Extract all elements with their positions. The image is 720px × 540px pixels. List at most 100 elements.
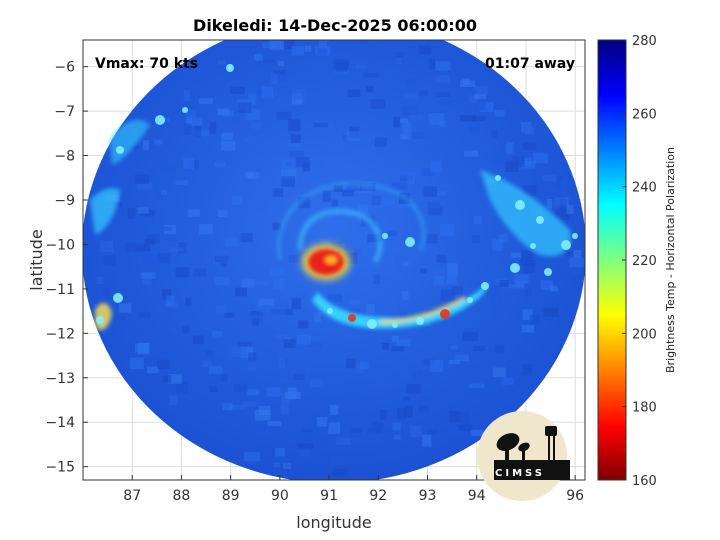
texture-patch xyxy=(254,281,269,286)
texture-patch xyxy=(380,294,397,304)
y-axis-label: latitude xyxy=(27,229,46,290)
colorbar-tick-label: 200 xyxy=(632,327,657,342)
x-axis-label: longitude xyxy=(296,513,371,532)
texture-patch xyxy=(391,346,405,352)
texture-patch xyxy=(175,267,190,278)
texture-patch xyxy=(168,395,178,406)
texture-patch xyxy=(404,406,413,418)
y-tick-label: −9 xyxy=(54,193,75,209)
texture-patch xyxy=(137,342,150,355)
texture-patch xyxy=(491,129,498,139)
texture-patch xyxy=(418,405,429,412)
texture-patch xyxy=(317,417,328,427)
texture-patch xyxy=(428,113,445,125)
texture-patch xyxy=(161,118,169,127)
texture-patch xyxy=(231,195,242,205)
texture-patch xyxy=(421,168,435,176)
texture-patch xyxy=(214,255,229,262)
texture-patch xyxy=(262,42,277,49)
texture-patch xyxy=(401,152,411,158)
texture-patch xyxy=(302,428,314,433)
texture-patch xyxy=(231,346,247,357)
texture-patch xyxy=(492,153,507,164)
colorbar-tick-label: 180 xyxy=(632,401,657,416)
texture-patch xyxy=(288,119,301,132)
texture-patch xyxy=(393,255,404,266)
convective-cell xyxy=(561,240,571,250)
texture-patch xyxy=(410,425,422,438)
texture-patch xyxy=(393,434,401,440)
texture-patch xyxy=(520,260,536,266)
texture-patch xyxy=(280,404,289,415)
texture-patch xyxy=(397,169,411,179)
texture-patch xyxy=(275,447,285,457)
texture-patch xyxy=(184,297,192,307)
texture-patch xyxy=(322,190,331,203)
texture-patch xyxy=(307,341,322,348)
convective-cell xyxy=(495,175,501,181)
texture-patch xyxy=(403,397,411,402)
texture-patch xyxy=(473,94,487,99)
texture-patch xyxy=(208,365,223,374)
texture-patch xyxy=(366,85,374,93)
texture-patch xyxy=(331,218,342,227)
texture-patch xyxy=(380,409,387,420)
texture-patch xyxy=(469,124,480,132)
texture-patch xyxy=(366,427,382,434)
texture-patch xyxy=(146,234,160,244)
texture-patch xyxy=(498,233,508,243)
y-tick-label: −14 xyxy=(45,415,75,431)
texture-patch xyxy=(508,284,524,289)
texture-patch xyxy=(157,359,170,370)
texture-patch xyxy=(313,123,328,128)
texture-patch xyxy=(524,126,535,135)
texture-patch xyxy=(459,412,470,424)
texture-patch xyxy=(280,168,297,180)
texture-patch xyxy=(472,345,486,351)
texture-patch xyxy=(371,421,384,429)
texture-patch xyxy=(572,265,581,276)
texture-patch xyxy=(494,109,505,117)
texture-patch xyxy=(333,58,350,70)
texture-patch xyxy=(154,139,163,145)
texture-patch xyxy=(435,61,451,71)
colorbar-label: Brightness Temp - Horizontal Polarizatio… xyxy=(664,147,677,373)
texture-patch xyxy=(248,200,264,211)
convective-cell xyxy=(440,309,450,319)
texture-patch xyxy=(175,180,189,185)
y-tick-label: −11 xyxy=(45,282,75,298)
texture-patch xyxy=(314,161,323,168)
texture-patch xyxy=(269,266,284,276)
inner-spiral-band xyxy=(297,208,383,264)
texture-patch xyxy=(220,262,228,267)
texture-patch xyxy=(247,181,260,188)
texture-patch xyxy=(447,263,458,276)
texture-patch xyxy=(521,324,534,333)
colorbar-ramp xyxy=(597,39,627,481)
logo-text: CIMSS xyxy=(495,468,545,479)
y-tick-label: −6 xyxy=(54,60,75,76)
texture-patch xyxy=(214,162,226,167)
texture-patch xyxy=(360,361,369,370)
texture-patch xyxy=(276,111,292,120)
texture-patch xyxy=(233,384,248,392)
convective-cell xyxy=(327,308,333,314)
texture-patch xyxy=(269,228,285,235)
texture-patch xyxy=(100,240,114,252)
texture-patch xyxy=(499,279,510,287)
convective-cell xyxy=(416,317,424,325)
texture-patch xyxy=(346,131,360,141)
texture-patch xyxy=(278,357,285,368)
texture-patch xyxy=(403,129,412,140)
vmax-annotation: Vmax: 70 kts xyxy=(95,56,198,72)
texture-patch xyxy=(166,235,177,242)
convective-cell xyxy=(536,216,544,224)
texture-patch xyxy=(505,142,514,154)
texture-patch xyxy=(187,117,203,127)
texture-patch xyxy=(333,184,343,193)
y-tick-label: −15 xyxy=(45,460,75,476)
texture-patch xyxy=(330,405,339,415)
texture-patch xyxy=(258,298,275,306)
texture-patch xyxy=(176,381,189,394)
texture-patch xyxy=(400,311,408,320)
